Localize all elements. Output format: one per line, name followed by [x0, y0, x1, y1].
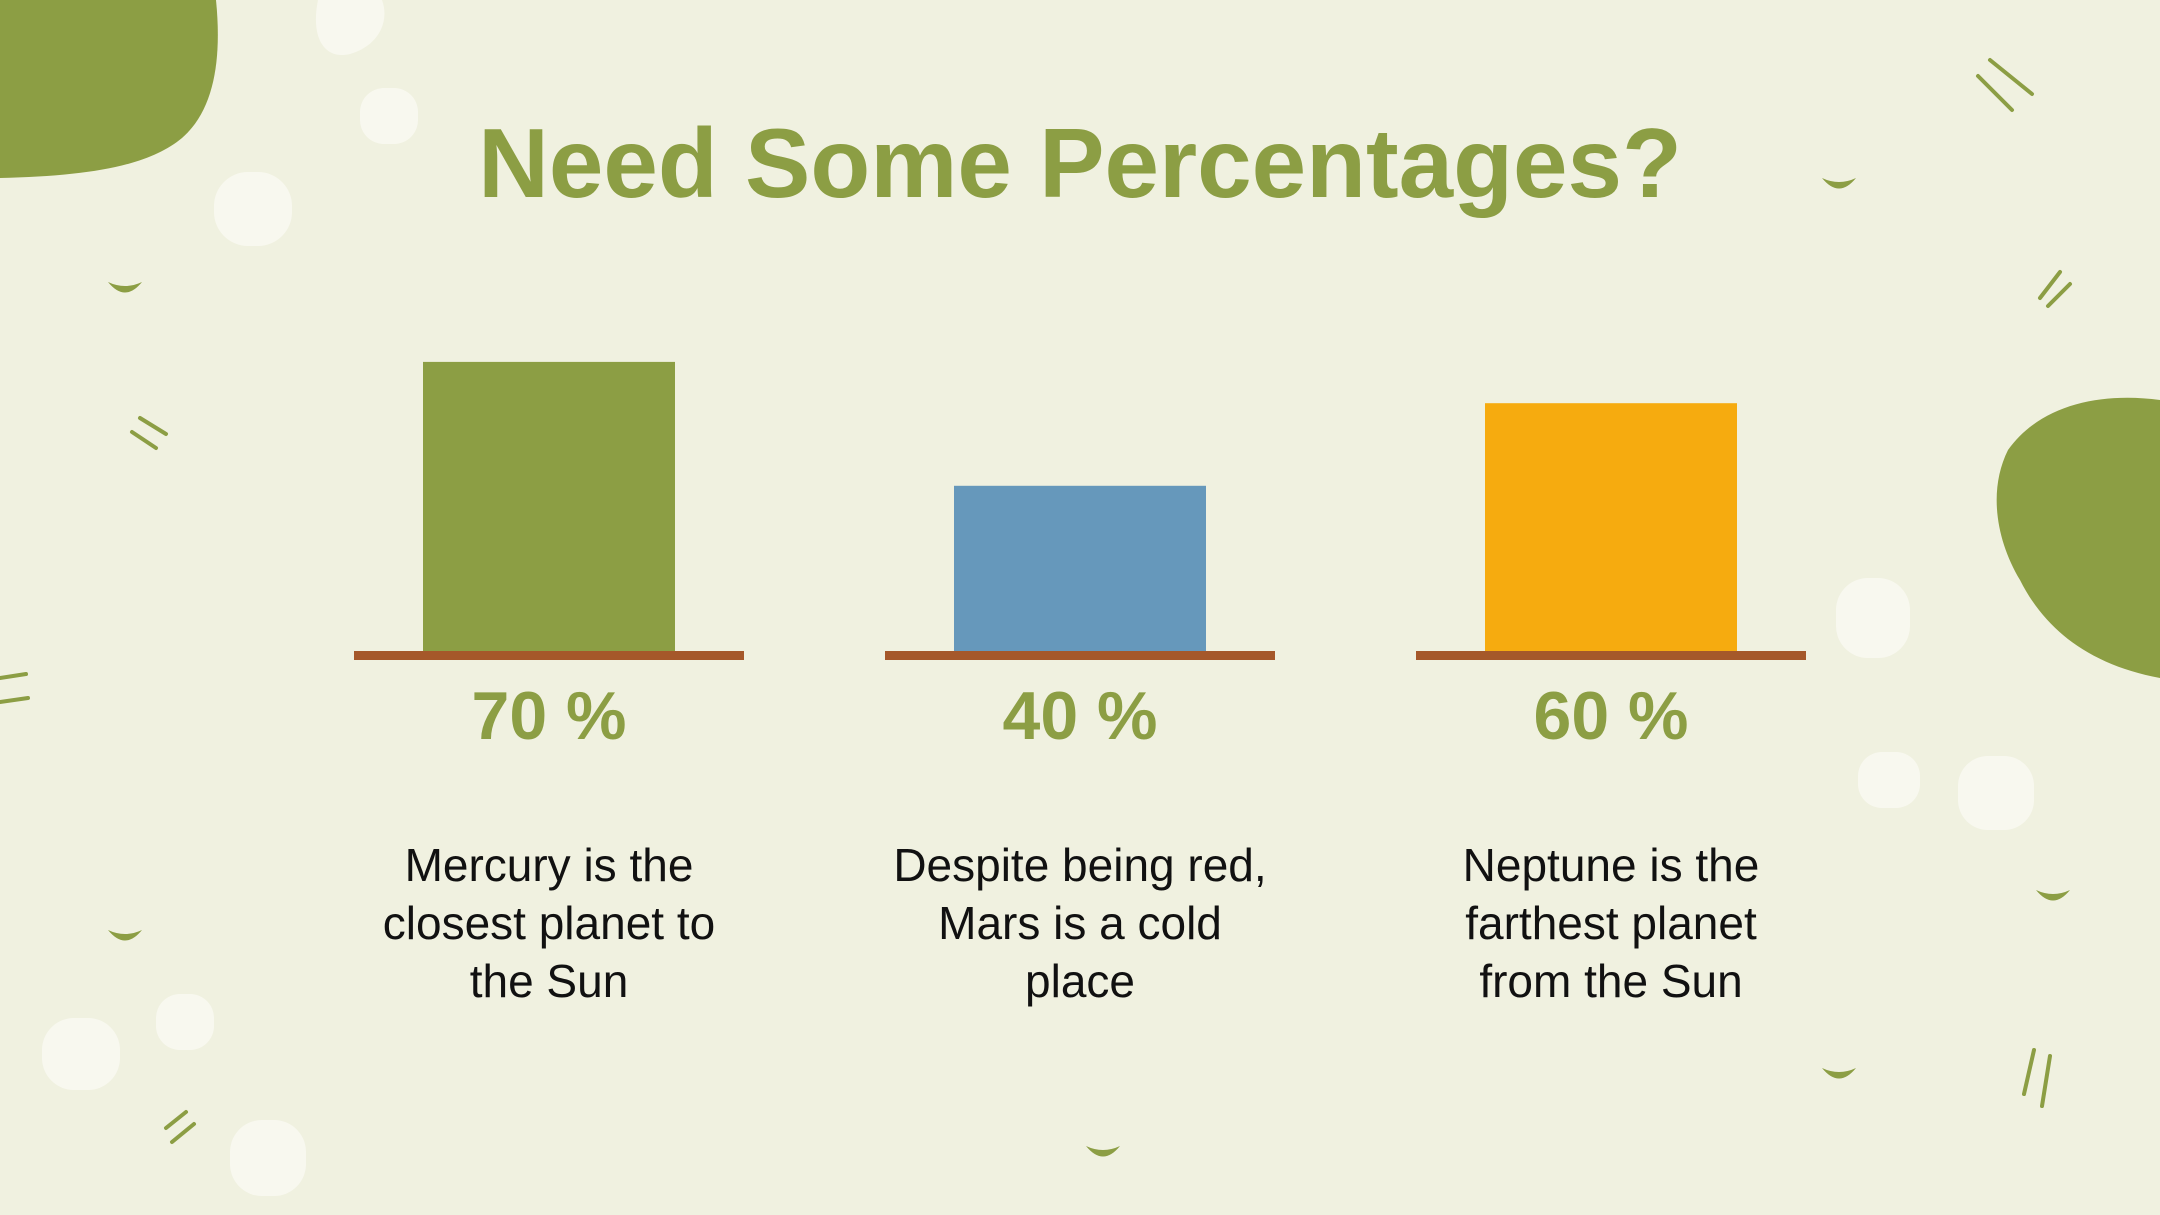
bar-mars [954, 485, 1206, 651]
baseline-mars [885, 651, 1275, 660]
description-mars: Despite being red, Mars is a cold place [893, 839, 1267, 1007]
dash-mark [1976, 58, 2034, 112]
value-label-neptune: 60 % [1533, 678, 1689, 754]
leaf [2036, 890, 2070, 901]
dash-mark [2022, 1048, 2052, 1108]
page-title: Need Some Percentages? [478, 108, 1682, 218]
description-neptune: Neptune is the farthest planet from the … [1462, 839, 1760, 1007]
baseline-neptune [1416, 651, 1806, 660]
dash-mark [164, 1110, 196, 1144]
value-label-mars: 40 % [1002, 678, 1158, 754]
pebbles [42, 0, 2034, 1196]
blob-right [1996, 397, 2160, 678]
description-mercury: Mercury is the closest planet to the Sun [382, 839, 716, 1007]
pebble [1958, 756, 2034, 830]
pebble [230, 1120, 306, 1196]
pebble [1858, 752, 1920, 808]
pebble [315, 0, 385, 56]
bar-mercury [423, 361, 675, 651]
pebble [360, 88, 418, 144]
leaf [1086, 1146, 1120, 1157]
baseline-mercury [354, 651, 744, 660]
bar-neptune [1485, 403, 1737, 651]
leaf [1822, 178, 1856, 189]
dash-mark [130, 416, 168, 450]
leaves [108, 178, 2070, 1157]
blob-top-left [0, 0, 218, 178]
pebble [1836, 578, 1910, 658]
dash-mark [2038, 270, 2072, 308]
value-label-mercury: 70 % [471, 678, 627, 754]
pebble [214, 172, 292, 246]
bar-chart [354, 361, 1806, 660]
dash-marks [0, 58, 2072, 1144]
pebble [42, 1018, 120, 1090]
dash-mark [0, 672, 30, 704]
leaf [108, 930, 142, 941]
leaf [108, 282, 142, 293]
pebble [156, 994, 214, 1050]
leaf [1822, 1068, 1856, 1079]
